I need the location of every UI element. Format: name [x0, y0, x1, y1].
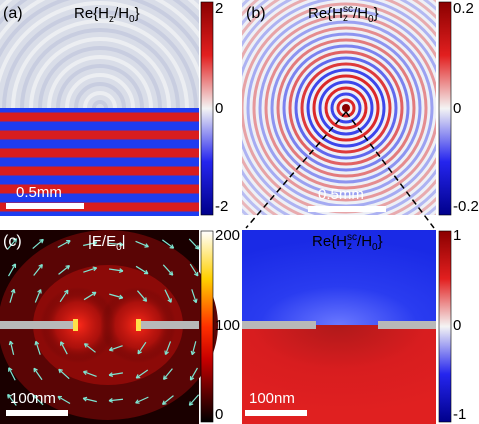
cbar-b-tick-bot: -0.2: [453, 198, 479, 215]
metal-strip-left-d: [242, 321, 316, 329]
cbar-c-tick-bot: 0: [215, 406, 224, 423]
colorbar-c: [200, 230, 214, 423]
cbar-a-tick-bot: -2: [215, 198, 229, 215]
panel-title-d: Re{H sc z/H0}: [312, 232, 383, 253]
panel-title-c: |E/E0|: [88, 233, 126, 253]
panel-label-a: (a): [3, 5, 23, 22]
scalebar-label-d: 100nm: [249, 390, 295, 407]
panel-c-field: [0, 230, 218, 424]
panel-title-a: Re{Hz/H0}: [74, 5, 140, 25]
panel-label-b: (b): [246, 5, 266, 22]
scalebar-a: [6, 203, 84, 209]
panel-title-b: Re{H sc z/H0}: [308, 4, 379, 25]
cbar-c-tick-mid: 100: [215, 317, 241, 334]
metal-strip-right-d: [378, 321, 436, 329]
cbar-d-tick-top: 1: [453, 227, 462, 244]
panel-b-field: [242, 0, 436, 215]
cbar-a-tick-top: 2: [215, 0, 224, 17]
metal-strip-left: [0, 321, 74, 329]
cbar-c-tick-top: 200: [215, 227, 241, 244]
scalebar-d: [245, 410, 307, 416]
scalebar-label-b: 0.5mm: [318, 186, 364, 203]
scalebar-c: [6, 410, 68, 416]
panel-d-field: [242, 230, 436, 424]
scalebar-label-a: 0.5mm: [16, 184, 62, 201]
cbar-a-tick-mid: 0: [215, 100, 224, 117]
panel-a-field: [0, 0, 199, 216]
colorbar-a: [200, 1, 214, 216]
colorbar-b: [438, 1, 452, 216]
field-arrows: [7, 238, 200, 406]
scalebar-label-c: 100nm: [10, 390, 56, 407]
metal-strip-right: [140, 321, 199, 329]
cbar-d-tick-mid: 0: [453, 317, 462, 334]
panel-label-c: (c): [3, 233, 22, 250]
zoom-lines: [245, 111, 435, 229]
scalebar-b: [308, 206, 386, 212]
colorbar-d: [438, 230, 452, 423]
cbar-b-tick-top: 0.2: [453, 0, 474, 17]
cbar-b-tick-mid: 0: [453, 100, 462, 117]
cbar-d-tick-bot: -1: [453, 406, 467, 423]
